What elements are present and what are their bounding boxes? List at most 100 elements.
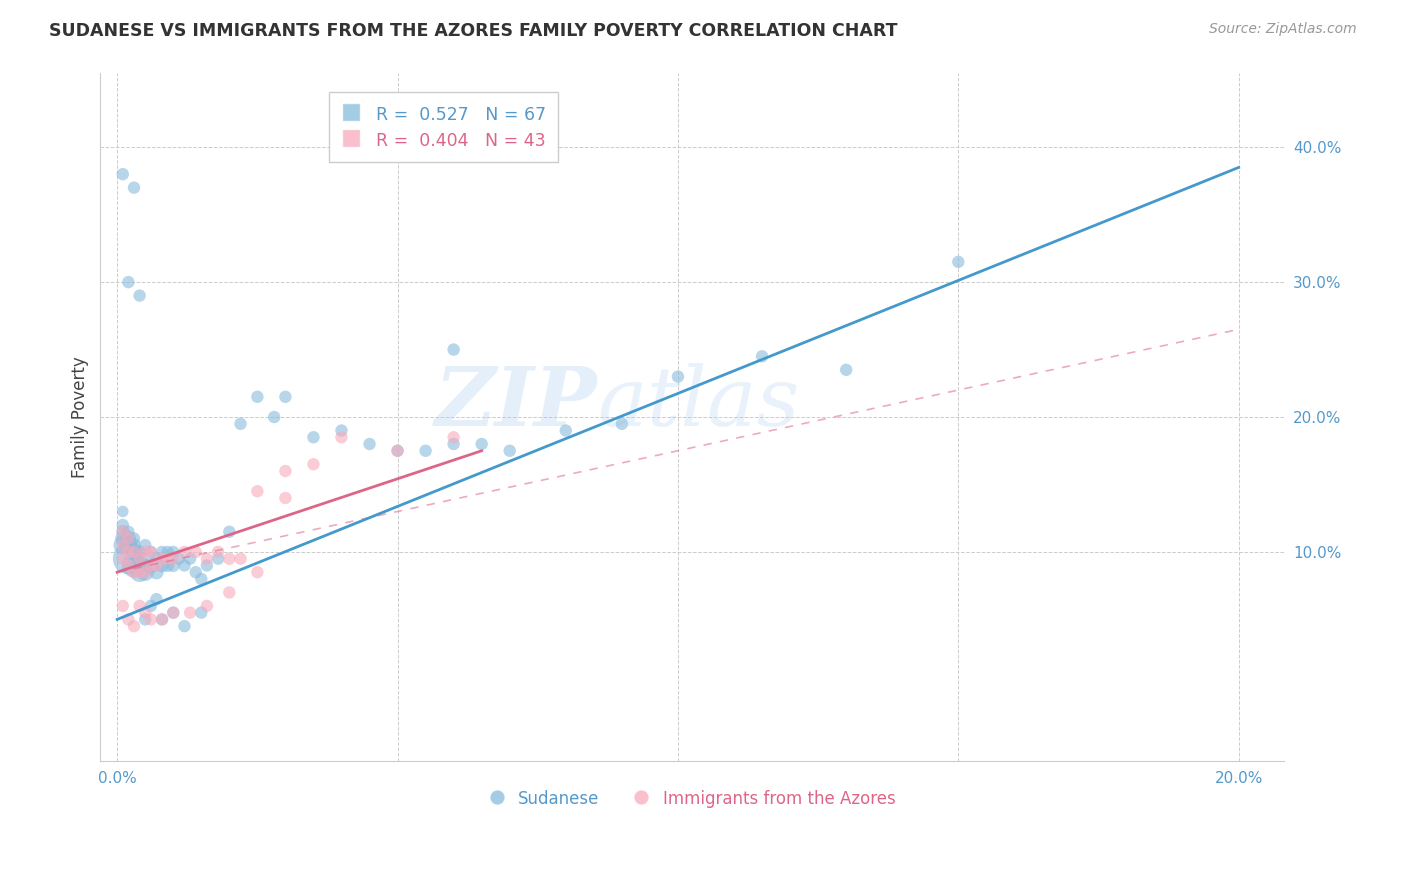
Point xyxy=(122,532,145,546)
Point xyxy=(173,545,195,559)
Point xyxy=(117,558,139,573)
Point xyxy=(122,565,145,579)
Point xyxy=(145,565,167,579)
Point xyxy=(134,538,156,552)
Point xyxy=(145,558,167,573)
Point xyxy=(302,430,325,444)
Point xyxy=(150,612,173,626)
Point xyxy=(499,443,522,458)
Point xyxy=(150,612,173,626)
Point xyxy=(443,343,465,357)
Point xyxy=(111,551,134,566)
Point xyxy=(150,551,173,566)
Point xyxy=(302,457,325,471)
Point xyxy=(207,551,229,566)
Point xyxy=(195,551,218,566)
Point xyxy=(162,545,184,559)
Point xyxy=(128,551,150,566)
Point xyxy=(207,545,229,559)
Point xyxy=(190,572,212,586)
Point xyxy=(179,551,201,566)
Point xyxy=(145,592,167,607)
Point xyxy=(111,524,134,539)
Point xyxy=(330,430,353,444)
Point xyxy=(111,504,134,518)
Point xyxy=(128,551,150,566)
Point xyxy=(246,484,269,499)
Point xyxy=(134,545,156,559)
Point xyxy=(471,437,494,451)
Point xyxy=(415,443,437,458)
Point xyxy=(156,551,179,566)
Point xyxy=(117,538,139,552)
Point xyxy=(156,558,179,573)
Point xyxy=(387,443,409,458)
Point xyxy=(128,565,150,579)
Point xyxy=(173,619,195,633)
Point xyxy=(195,558,218,573)
Point xyxy=(117,532,139,546)
Point xyxy=(179,606,201,620)
Point xyxy=(111,538,134,552)
Point xyxy=(128,288,150,302)
Point xyxy=(190,606,212,620)
Point xyxy=(122,538,145,552)
Point xyxy=(162,606,184,620)
Point xyxy=(162,606,184,620)
Point xyxy=(229,551,252,566)
Point xyxy=(184,565,207,579)
Point xyxy=(134,606,156,620)
Point xyxy=(554,424,576,438)
Text: ZIP: ZIP xyxy=(434,363,598,443)
Point xyxy=(443,437,465,451)
Point xyxy=(111,599,134,613)
Point xyxy=(117,524,139,539)
Point xyxy=(111,538,134,552)
Point xyxy=(128,599,150,613)
Point xyxy=(134,565,156,579)
Point xyxy=(122,545,145,559)
Point xyxy=(162,558,184,573)
Point xyxy=(195,599,218,613)
Point xyxy=(246,565,269,579)
Point xyxy=(263,410,285,425)
Point xyxy=(139,558,162,573)
Point xyxy=(274,390,297,404)
Point xyxy=(134,558,156,573)
Point xyxy=(167,551,190,566)
Point xyxy=(162,551,184,566)
Point xyxy=(139,545,162,559)
Text: Source: ZipAtlas.com: Source: ZipAtlas.com xyxy=(1209,22,1357,37)
Point xyxy=(128,565,150,579)
Point xyxy=(330,424,353,438)
Point xyxy=(117,545,139,559)
Text: SUDANESE VS IMMIGRANTS FROM THE AZORES FAMILY POVERTY CORRELATION CHART: SUDANESE VS IMMIGRANTS FROM THE AZORES F… xyxy=(49,22,897,40)
Point xyxy=(122,180,145,194)
Point xyxy=(117,551,139,566)
Point xyxy=(387,443,409,458)
Point xyxy=(150,545,173,559)
Point xyxy=(111,532,134,546)
Point xyxy=(111,518,134,533)
Point xyxy=(139,545,162,559)
Point xyxy=(139,599,162,613)
Point xyxy=(128,545,150,559)
Point xyxy=(443,430,465,444)
Point xyxy=(122,545,145,559)
Y-axis label: Family Poverty: Family Poverty xyxy=(72,356,89,478)
Text: atlas: atlas xyxy=(598,363,800,443)
Point xyxy=(117,612,139,626)
Point xyxy=(218,551,240,566)
Point xyxy=(218,524,240,539)
Point xyxy=(111,524,134,539)
Legend: Sudanese, Immigrants from the Azores: Sudanese, Immigrants from the Azores xyxy=(482,783,903,814)
Point xyxy=(145,551,167,566)
Point xyxy=(666,369,689,384)
Point xyxy=(246,390,269,404)
Point xyxy=(156,545,179,559)
Point xyxy=(229,417,252,431)
Point xyxy=(122,558,145,573)
Point xyxy=(274,491,297,505)
Point xyxy=(150,558,173,573)
Point xyxy=(134,612,156,626)
